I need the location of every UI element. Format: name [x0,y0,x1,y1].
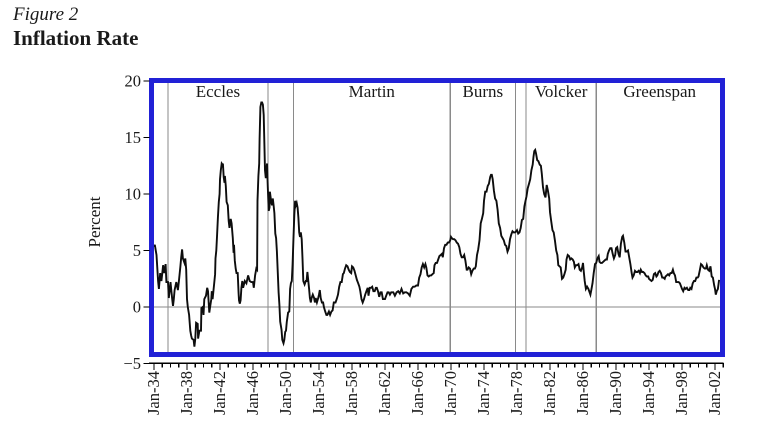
era-label-burns: Burns [462,82,503,101]
x-tick-label: Jan-54 [309,371,328,415]
x-tick-label: Jan-86 [573,371,592,415]
y-tick-label: −5 [123,354,141,373]
era-label-volcker: Volcker [535,82,588,101]
x-tick-label: Jan-98 [672,371,691,415]
y-tick-label: 20 [125,72,142,91]
era-label-greenspan: Greenspan [623,82,696,101]
y-axis-title: Percent [85,196,104,247]
y-tick-label: 15 [125,128,142,147]
x-tick-label: Jan-78 [507,371,526,415]
x-tick-label: Jan-42 [210,371,229,415]
y-tick-label: 5 [133,241,141,260]
x-tick-label: Jan-90 [606,371,625,415]
x-tick-label: Jan-74 [474,371,493,415]
era-label-martin: Martin [349,82,396,101]
x-tick-label: Jan-34 [144,371,163,415]
era-label-eccles: Eccles [196,82,240,101]
figure-title: Inflation Rate [13,26,139,50]
x-tick-label: Jan-66 [408,371,427,415]
era-divider-lines [167,83,597,352]
y-tick-label: 0 [133,298,141,317]
y-axis: 20 15 10 5 0 −5 [123,72,150,373]
x-tick-label: Jan-46 [243,371,262,415]
x-tick-label: Jan-38 [177,371,196,415]
x-tick-label: Jan-82 [540,371,559,415]
x-tick-label: Jan-58 [342,371,361,415]
era-labels: Eccles Martin Burns Volcker Greenspan [196,82,697,101]
plot-frame [149,78,725,357]
figure-label: Figure 2 [13,4,79,25]
x-tick-label: Jan-50 [276,371,295,415]
x-tick-label: Jan-62 [375,371,394,415]
x-tick-label: Jan-02 [705,371,724,415]
x-axis: Jan-34 Jan-38 Jan-42 Jan-46 Jan-50 Jan-54 Jan-… [144,362,724,415]
x-tick-label: Jan-94 [639,371,658,415]
y-tick-label: 10 [125,185,142,204]
inflation-line-series [153,101,721,347]
x-tick-label: Jan-70 [441,371,460,415]
